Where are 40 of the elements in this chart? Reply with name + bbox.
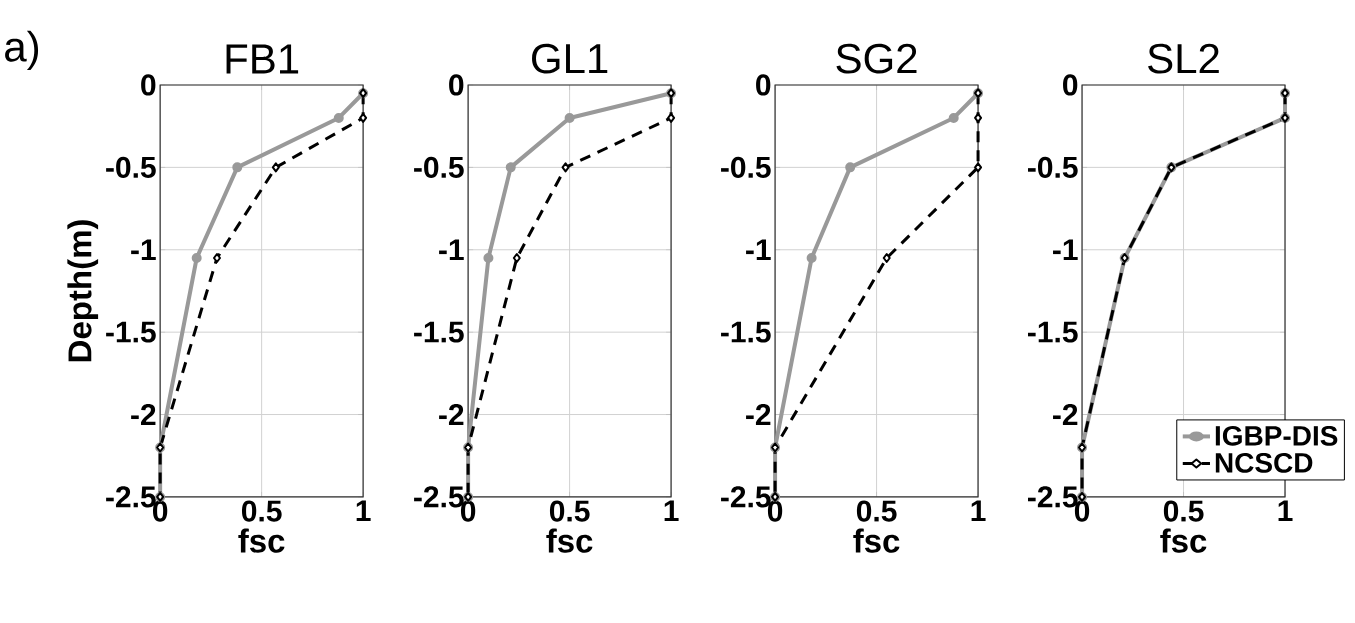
chart-title: SL2 [1148, 43, 1219, 74]
y-tick-label: -2 [131, 404, 156, 426]
y-tick-label: -0.5 [721, 156, 771, 179]
y-tick-label: -0.5 [106, 156, 156, 179]
y-tick-label: -1 [131, 239, 156, 261]
x-tick-label: 0.5 [856, 500, 897, 522]
y-tick-label: -1.5 [1028, 321, 1078, 343]
x-tick-label: 0.5 [241, 500, 282, 522]
y-tick-label: -0.5 [1028, 156, 1078, 179]
y-tick-label: -1 [1053, 239, 1078, 261]
x-tick-label: 0.5 [549, 500, 590, 522]
x-axis-title: fsc [546, 528, 593, 553]
x-axis-title: fsc [853, 528, 900, 553]
y-tick-label: -1 [439, 239, 464, 261]
chart-title: SG2 [836, 43, 917, 74]
x-tick-label: 1 [971, 500, 986, 522]
y-tick-label: -2 [746, 404, 771, 426]
y-tick-label: -1.5 [414, 321, 464, 343]
y-tick-label: 0 [756, 74, 771, 96]
y-axis-title: Depth(m) [67, 220, 99, 362]
x-tick-label: 1 [356, 500, 371, 522]
x-tick-label: 0.5 [1163, 500, 1204, 522]
chart-title: FB1 [226, 44, 299, 74]
y-tick-label: -2 [1053, 404, 1078, 426]
legend-label: IGBP-DIS [1215, 425, 1338, 446]
x-tick-label: 1 [1278, 500, 1293, 522]
y-tick-label: -1.5 [721, 321, 771, 343]
y-tick-label: -2 [439, 404, 464, 426]
y-tick-label: 0 [141, 74, 156, 96]
y-tick-label: -0.5 [414, 156, 464, 179]
y-tick-label: -1.5 [106, 321, 156, 343]
y-tick-label: -1 [746, 239, 771, 261]
x-axis-title: fsc [238, 528, 285, 553]
legend-label: NCSCD [1215, 452, 1313, 473]
text: a) [5, 30, 39, 70]
y-tick-label: 0 [449, 74, 464, 96]
chart-title: GL1 [532, 43, 608, 74]
x-tick-label: 1 [664, 500, 679, 522]
y-tick-label: 0 [1063, 74, 1078, 96]
x-axis-title: fsc [1160, 528, 1207, 553]
